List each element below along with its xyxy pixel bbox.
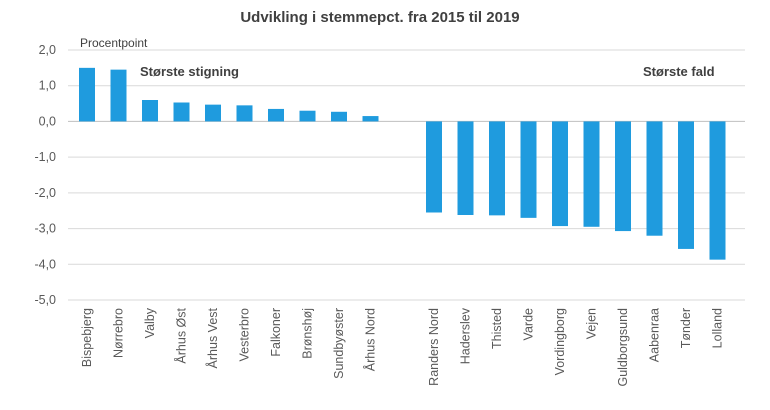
- bar: [583, 121, 600, 227]
- category-label: Vesterbro: [238, 308, 252, 362]
- bar: [646, 121, 663, 236]
- bar: [299, 110, 316, 122]
- y-tick-label: -5,0: [34, 293, 56, 307]
- category-label: Sundbyøster: [332, 308, 346, 379]
- group-label-rise: Største stigning: [140, 64, 239, 79]
- category-label: Nørrebro: [112, 308, 126, 358]
- y-tick-label: 0,0: [39, 114, 56, 128]
- category-label: Varde: [522, 308, 536, 340]
- category-label: Brønshøj: [301, 308, 315, 359]
- bar: [457, 121, 474, 215]
- bar: [331, 111, 347, 122]
- y-axis-ticks: 2,0 1,0 0,0 -1,0 -2,0 -3,0 -4,0 -5,0: [34, 43, 56, 307]
- category-label: Valby: [143, 307, 157, 338]
- category-label: Bispebjerg: [80, 308, 94, 367]
- chart-title: Udvikling i stemmepct. fra 2015 til 2019: [240, 9, 519, 26]
- category-label: Guldborgsund: [616, 308, 630, 387]
- bar: [362, 116, 379, 122]
- bar: [426, 121, 442, 213]
- unit-label: Procentpoint: [80, 36, 148, 50]
- bar: [678, 121, 694, 249]
- y-tick-label: -4,0: [34, 257, 56, 271]
- group-label-fall: Største fald: [643, 64, 715, 79]
- category-label: Århus Vest: [205, 307, 220, 368]
- category-label: Thisted: [490, 308, 504, 349]
- category-label: Vordingborg: [553, 308, 567, 375]
- y-tick-label: -1,0: [34, 150, 56, 164]
- category-labels: Bispebjerg Nørrebro Valby Århus Øst Århus Ve…: [80, 307, 725, 386]
- category-label: Randers Nord: [427, 308, 441, 386]
- bar: [173, 102, 190, 122]
- y-tick-label: 2,0: [39, 43, 56, 57]
- bar: [268, 108, 284, 122]
- bar: [236, 105, 253, 122]
- category-label: Lolland: [711, 308, 725, 348]
- y-tick-label: -3,0: [34, 222, 56, 236]
- category-label: Haderslev: [459, 307, 473, 364]
- bar: [142, 100, 158, 122]
- category-label: Vejen: [585, 308, 599, 339]
- bar: [552, 121, 568, 227]
- category-label: Falkoner: [269, 308, 283, 357]
- bar: [709, 121, 726, 260]
- bars: [79, 67, 726, 260]
- y-tick-label: 1,0: [39, 79, 56, 93]
- gridlines: [68, 49, 745, 301]
- bar: [489, 121, 505, 216]
- bar: [615, 121, 631, 232]
- bar: [79, 67, 95, 122]
- bar: [110, 69, 127, 122]
- bar: [205, 104, 221, 122]
- category-label: Tønder: [679, 308, 693, 348]
- bar: [520, 121, 537, 218]
- category-label: Århus Øst: [174, 307, 189, 363]
- y-tick-label: -2,0: [34, 186, 56, 200]
- category-label: Århus Nord: [363, 308, 378, 371]
- category-label: Aabenraa: [648, 308, 662, 362]
